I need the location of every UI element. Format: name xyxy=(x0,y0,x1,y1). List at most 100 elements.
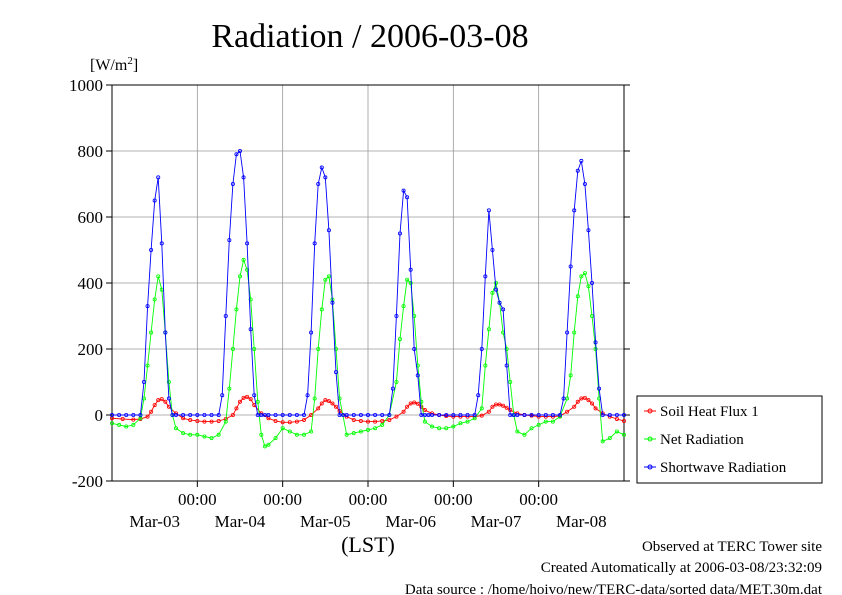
data-point xyxy=(586,228,591,233)
data-point xyxy=(600,412,605,417)
data-point xyxy=(483,274,488,279)
data-point xyxy=(227,238,232,243)
data-point xyxy=(305,393,310,398)
data-point xyxy=(209,436,214,441)
data-point xyxy=(216,432,221,437)
data-point xyxy=(451,412,456,417)
data-point xyxy=(351,431,356,436)
data-point xyxy=(120,416,125,421)
legend-box xyxy=(636,395,823,484)
data-point xyxy=(326,399,331,404)
data-point xyxy=(550,419,555,424)
data-point xyxy=(145,414,150,419)
data-point xyxy=(344,412,349,417)
data-point xyxy=(365,427,370,432)
data-point xyxy=(333,370,338,375)
x-date-label: Mar-06 xyxy=(385,512,436,531)
data-point xyxy=(145,363,150,368)
data-point xyxy=(365,412,370,417)
data-point xyxy=(419,404,424,409)
data-point xyxy=(216,412,221,417)
data-point xyxy=(529,426,534,431)
data-point xyxy=(209,419,214,424)
data-point xyxy=(220,393,225,398)
data-point xyxy=(166,379,171,384)
data-point xyxy=(252,393,257,398)
data-point xyxy=(230,412,235,417)
data-point xyxy=(504,346,509,351)
data-point xyxy=(373,419,378,424)
data-point xyxy=(614,412,619,417)
data-point xyxy=(237,148,242,153)
data-point xyxy=(323,398,328,403)
data-point xyxy=(245,241,250,246)
x-date-label: Mar-03 xyxy=(129,512,180,531)
series-layer xyxy=(110,148,627,449)
data-point xyxy=(209,412,214,417)
data-point xyxy=(351,417,356,422)
data-point xyxy=(387,417,392,422)
data-point xyxy=(234,152,239,157)
data-point xyxy=(401,304,406,309)
data-point xyxy=(565,330,570,335)
x-tick-time: 00:00 xyxy=(519,490,558,509)
data-point xyxy=(234,406,239,411)
data-point xyxy=(237,274,242,279)
data-point xyxy=(600,439,605,444)
legend-label: Shortwave Radiation xyxy=(660,460,787,476)
legend-label: Net Radiation xyxy=(660,432,744,448)
data-point xyxy=(408,280,413,285)
data-point xyxy=(472,412,477,417)
legend-item: Net Radiation xyxy=(644,432,744,448)
data-point xyxy=(397,231,402,236)
data-point xyxy=(309,330,314,335)
data-point xyxy=(582,395,587,400)
data-point xyxy=(565,409,570,414)
data-point xyxy=(572,208,577,213)
data-point xyxy=(287,429,292,434)
data-point xyxy=(333,404,338,409)
legend-item: Soil Heat Flux 1 xyxy=(644,404,759,420)
x-tick-time: 00:00 xyxy=(434,490,473,509)
data-point xyxy=(117,412,122,417)
data-point xyxy=(173,426,178,431)
legend-item: Shortwave Radiation xyxy=(644,460,787,476)
data-point xyxy=(163,330,168,335)
x-date-label: Mar-04 xyxy=(215,512,266,531)
data-point xyxy=(255,399,260,404)
data-point xyxy=(365,419,370,424)
data-point xyxy=(245,394,250,399)
data-point xyxy=(173,412,178,417)
data-point xyxy=(202,419,207,424)
data-point xyxy=(504,405,509,410)
data-point xyxy=(330,401,335,406)
y-tick-label: -200 xyxy=(72,472,103,491)
data-point xyxy=(152,198,157,203)
data-point xyxy=(536,412,541,417)
data-point xyxy=(622,412,627,417)
data-point xyxy=(575,168,580,173)
data-point xyxy=(614,429,619,434)
data-point xyxy=(316,181,321,186)
y-tick-label: 800 xyxy=(78,142,104,161)
data-point xyxy=(415,373,420,378)
data-point xyxy=(444,426,449,431)
data-point xyxy=(131,422,136,427)
data-point xyxy=(230,346,235,351)
data-point xyxy=(515,412,520,417)
y-axis: -200 0 200 400 600 800 1000 xyxy=(69,76,630,491)
data-point xyxy=(195,412,200,417)
data-point xyxy=(497,402,502,407)
data-point xyxy=(248,397,253,402)
data-point xyxy=(408,267,413,272)
data-point xyxy=(597,386,602,391)
data-point xyxy=(248,327,253,332)
data-point xyxy=(579,396,584,401)
data-point xyxy=(408,401,413,406)
data-point xyxy=(451,424,456,429)
data-point xyxy=(579,274,584,279)
series-soil-heat-flux-1 xyxy=(110,394,627,425)
footer-site: Observed at TERC Tower site xyxy=(642,539,822,555)
data-point xyxy=(590,280,595,285)
